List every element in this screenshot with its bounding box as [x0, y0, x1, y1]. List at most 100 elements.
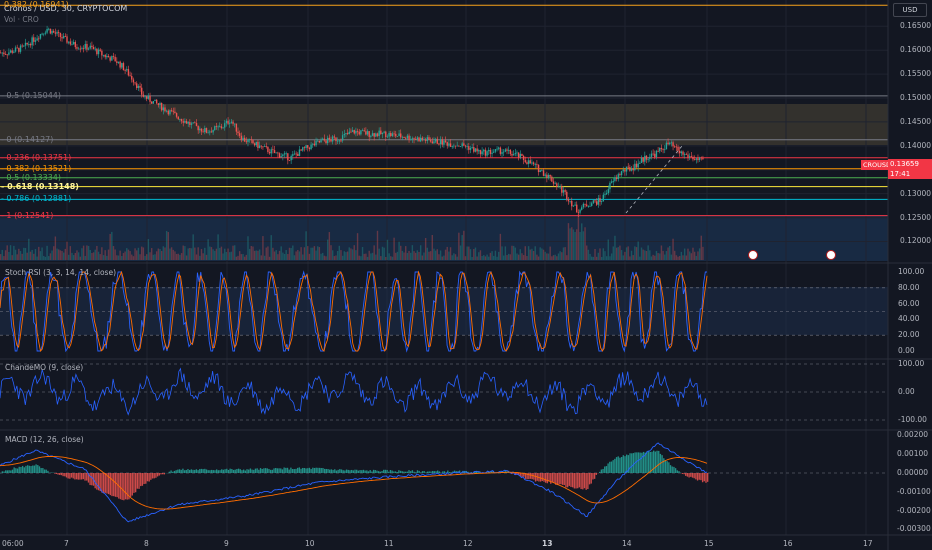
candle-body — [237, 131, 239, 134]
us-flag-icon[interactable] — [826, 250, 836, 260]
candle-body — [184, 120, 186, 123]
macd-histogram-bar — [381, 471, 383, 473]
fib-label: - 0.618 (0.13148) — [1, 181, 79, 191]
macd-histogram-bar — [666, 461, 668, 473]
candle-body — [119, 61, 121, 68]
candle-body — [426, 137, 429, 141]
volume-bar — [403, 252, 405, 260]
macd-histogram-bar — [442, 471, 444, 473]
macd-histogram-bar — [425, 472, 427, 473]
macd-histogram-bar — [388, 471, 390, 473]
candle-body — [240, 135, 243, 141]
macd-histogram-bar — [344, 470, 346, 473]
macd-histogram-bar — [269, 469, 272, 473]
volume-bar — [365, 253, 367, 260]
macd-histogram-bar — [452, 471, 454, 473]
macd-histogram-bar — [403, 471, 405, 473]
candle-body — [537, 164, 540, 173]
macd-histogram-bar — [578, 473, 581, 488]
symbol-tag: CROUSD — [861, 160, 894, 170]
stoch-tick-label: 0.00 — [898, 346, 915, 355]
volume-bar — [670, 254, 673, 260]
price-tick-label: 0.16500 — [900, 21, 932, 31]
volume-bar — [111, 231, 113, 260]
trend-line[interactable] — [625, 145, 683, 214]
candle-body — [348, 131, 350, 135]
macd-histogram-bar — [84, 473, 86, 481]
volume-bar — [8, 251, 10, 260]
volume-bar — [210, 247, 213, 260]
candle-body — [640, 157, 643, 164]
candle-body — [310, 144, 312, 150]
candle-body — [356, 131, 359, 132]
candle-body — [131, 75, 133, 80]
macd-histogram-bar — [565, 473, 567, 488]
macd-histogram-bar — [89, 473, 91, 486]
candle-body — [499, 147, 502, 154]
volume-bar — [582, 231, 585, 260]
candle-body — [86, 43, 88, 50]
volume-bar — [101, 247, 103, 260]
volume-bar — [459, 245, 462, 260]
volume-bar — [43, 255, 45, 260]
volume-bar — [51, 250, 53, 260]
candle-body — [408, 135, 410, 140]
candle-body — [224, 123, 226, 128]
macd-histogram-bar — [234, 469, 236, 473]
volume-bar — [484, 256, 487, 260]
macd-histogram-bar — [290, 467, 292, 473]
macd-histogram-bar — [300, 468, 302, 473]
volume-bar — [690, 253, 693, 260]
macd-histogram-bar — [435, 471, 437, 473]
candle-body — [444, 140, 447, 143]
currency-button[interactable]: USD — [893, 3, 927, 17]
volume-bar — [268, 256, 271, 260]
volume-bar — [250, 246, 253, 260]
candle-body — [16, 47, 18, 49]
candle-body — [483, 149, 485, 152]
candle-body — [322, 138, 324, 141]
macd-histogram-bar — [113, 473, 115, 497]
candle-body — [390, 133, 392, 136]
macd-histogram-bar — [296, 467, 299, 473]
macd-histogram-bar — [337, 469, 339, 473]
candle-body — [155, 99, 158, 104]
candle-body — [461, 143, 463, 147]
time-label: 9 — [224, 539, 229, 548]
macd-histogram-bar — [173, 470, 176, 473]
volume-bar — [479, 250, 482, 260]
cmo-line — [0, 367, 708, 416]
macd-histogram-bar — [404, 471, 407, 473]
volume-bar — [39, 251, 42, 260]
macd-histogram-bar — [627, 455, 630, 473]
volume-bar — [695, 255, 697, 260]
volume-bar — [175, 253, 178, 260]
macd-histogram-bar — [327, 469, 329, 473]
event-markers[interactable] — [748, 250, 836, 260]
candle-body — [702, 158, 704, 160]
volume-bar — [630, 250, 633, 260]
volume-bar — [26, 252, 28, 260]
volume-bar — [336, 251, 339, 260]
candle-body — [438, 143, 440, 145]
macd-histogram-bar — [23, 467, 25, 473]
candle-body — [355, 131, 357, 134]
candle-body — [197, 125, 199, 131]
macd-histogram-bar — [653, 450, 655, 473]
macd-histogram-bar — [278, 468, 280, 473]
candle-body — [234, 123, 236, 125]
volume-bar — [326, 239, 329, 260]
volume-bar — [248, 248, 251, 260]
candle-body — [566, 191, 568, 200]
candle-body — [532, 162, 535, 165]
macd-histogram-bar — [210, 469, 213, 473]
candle-body — [584, 203, 586, 205]
volume-bar — [142, 247, 145, 260]
candle-body — [589, 205, 591, 207]
macd-histogram-bar — [298, 467, 301, 473]
candle-body — [295, 153, 297, 155]
us-flag-icon[interactable] — [748, 250, 758, 260]
candle-body — [9, 50, 12, 53]
candle-body — [609, 182, 611, 190]
